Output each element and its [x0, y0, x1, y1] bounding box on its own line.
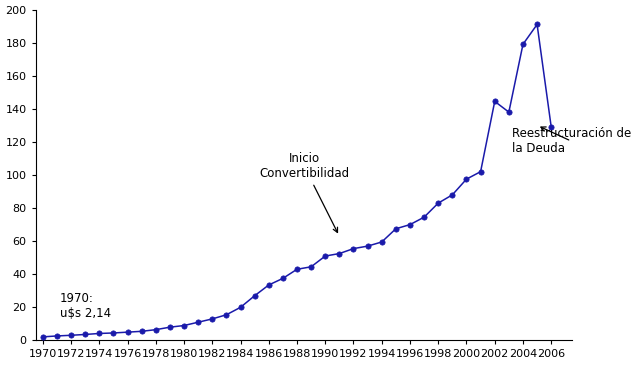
Text: Reestructuración de
la Deuda: Reestructuración de la Deuda	[512, 127, 631, 155]
Text: Inicio
Convertibilidad: Inicio Convertibilidad	[259, 152, 349, 233]
Text: 1970:
u$s 2,14: 1970: u$s 2,14	[60, 292, 111, 320]
